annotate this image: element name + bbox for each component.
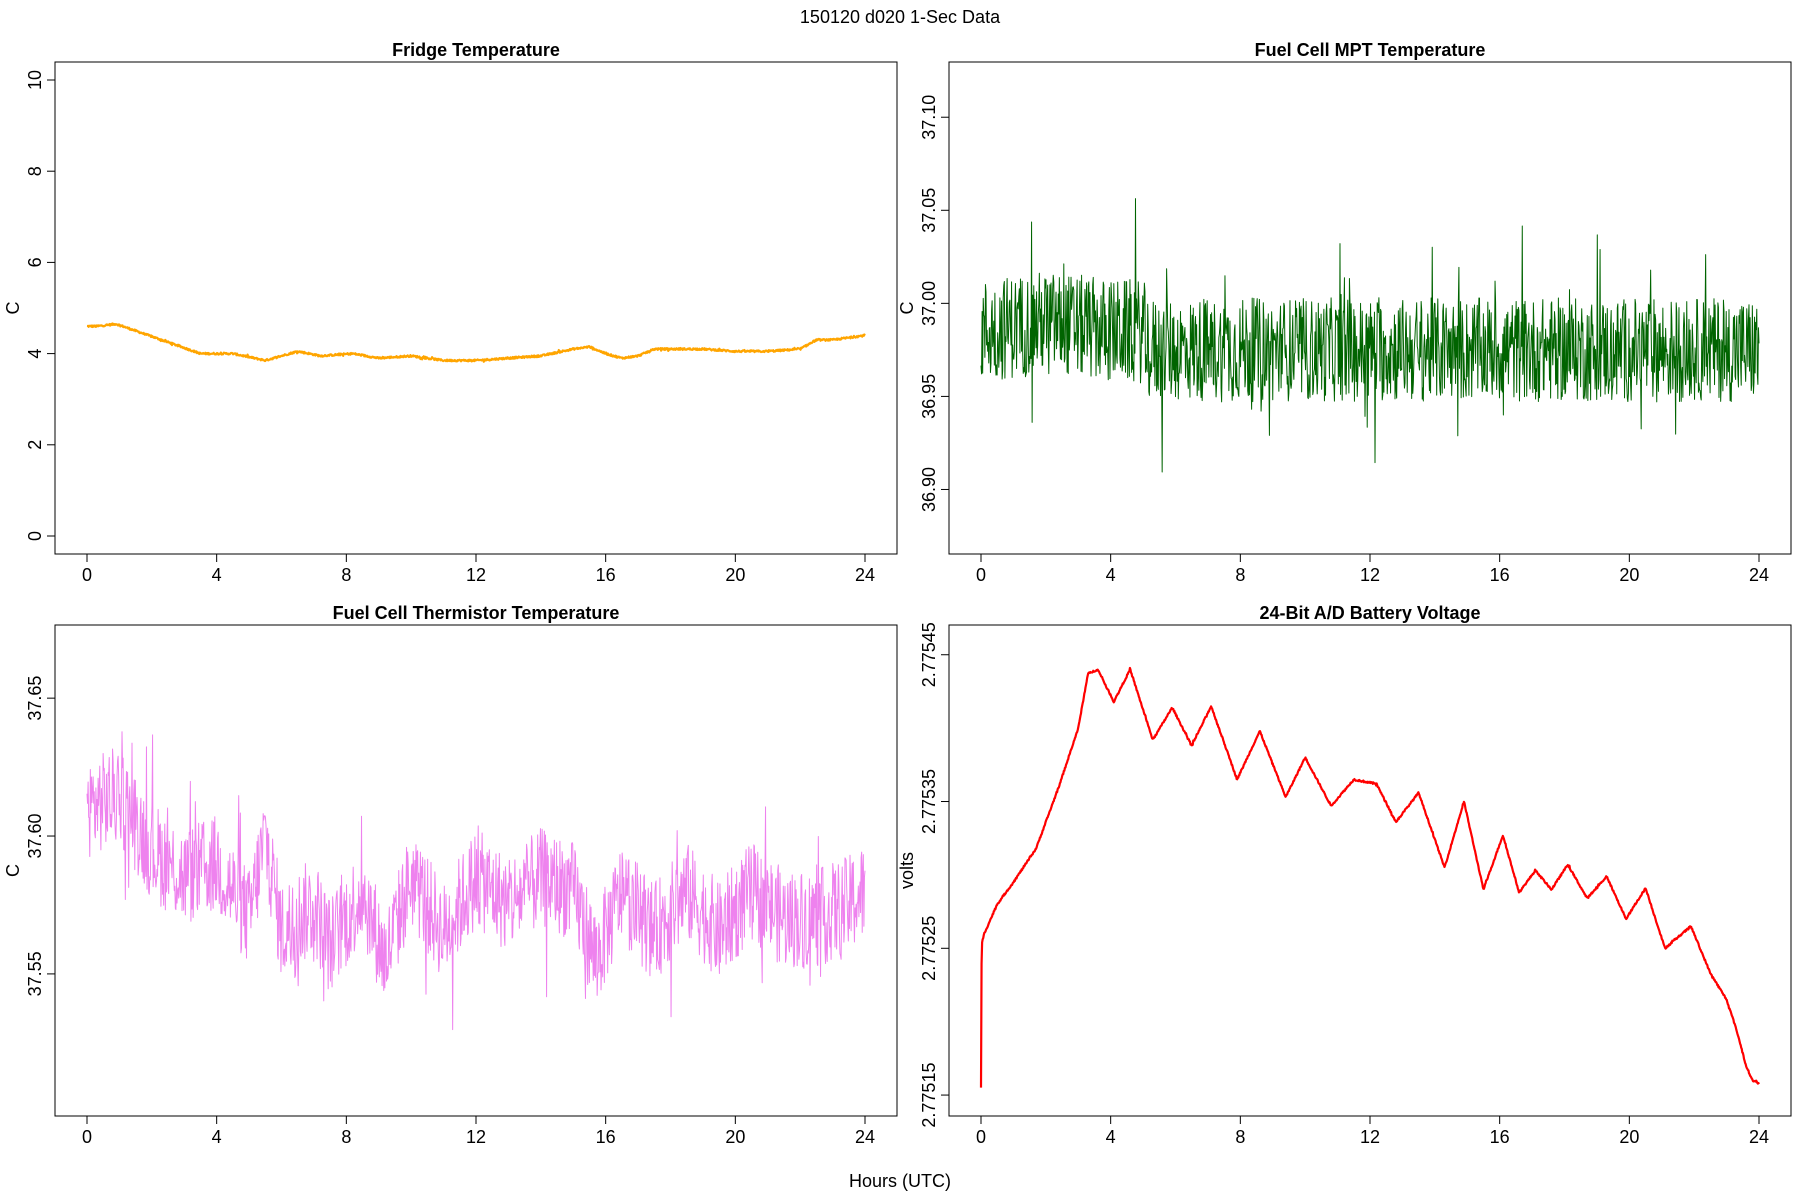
x-tick-label: 4 <box>1106 1127 1116 1147</box>
panel-title: Fuel Cell MPT Temperature <box>1255 40 1486 60</box>
x-tick-label: 12 <box>1360 565 1380 585</box>
x-tick-label: 8 <box>341 565 351 585</box>
x-tick-label: 0 <box>976 1127 986 1147</box>
x-tick-label: 8 <box>1235 1127 1245 1147</box>
plot-frame <box>948 624 1792 1117</box>
plot-frame <box>54 61 898 555</box>
figure-title: 150120 d020 1-Sec Data <box>800 7 1001 27</box>
x-tick-label: 4 <box>212 1127 222 1147</box>
x-tick-label: 8 <box>341 1127 351 1147</box>
y-tick-label: 4 <box>25 349 45 359</box>
y-tick-label: 0 <box>25 531 45 541</box>
x-tick-label: 16 <box>596 565 616 585</box>
panel-title: Fuel Cell Thermistor Temperature <box>333 603 620 623</box>
x-tick-label: 0 <box>82 1127 92 1147</box>
x-tick-label: 4 <box>1106 565 1116 585</box>
y-tick-label: 6 <box>25 257 45 267</box>
series-line <box>86 731 866 1031</box>
y-axis-label: C <box>3 864 23 877</box>
y-tick-label: 2.77515 <box>919 1063 939 1128</box>
x-tick-label: 20 <box>725 565 745 585</box>
panel-title: Fridge Temperature <box>392 40 560 60</box>
x-tick-label: 12 <box>466 1127 486 1147</box>
y-axis-label: C <box>3 302 23 315</box>
y-tick-label: 36.95 <box>919 374 939 419</box>
y-tick-label: 37.10 <box>919 95 939 140</box>
x-axis-label: Hours (UTC) <box>849 1171 951 1191</box>
x-tick-label: 4 <box>212 565 222 585</box>
y-tick-label: 2.77525 <box>919 916 939 981</box>
panel-title: 24-Bit A/D Battery Voltage <box>1259 603 1480 623</box>
x-tick-label: 20 <box>1619 1127 1639 1147</box>
panel-3: Fuel Cell Thermistor Temperature C 0 4 8 12 16… <box>3 603 898 1147</box>
y-tick-label: 10 <box>25 70 45 90</box>
series-line <box>979 666 1760 1088</box>
x-tick-label: 24 <box>1749 1127 1769 1147</box>
x-tick-label: 16 <box>1490 565 1510 585</box>
x-tick-label: 16 <box>1490 1127 1510 1147</box>
x-tick-label: 24 <box>855 565 875 585</box>
series-line <box>86 322 866 363</box>
y-tick-label: 37.65 <box>25 676 45 721</box>
x-tick-label: 20 <box>725 1127 745 1147</box>
x-tick-label: 12 <box>466 565 486 585</box>
panel-2: Fuel Cell MPT Temperature C 0 4 8 12 16 20 24 36.… <box>897 40 1792 585</box>
x-tick-label: 24 <box>855 1127 875 1147</box>
y-axis-label: C <box>897 302 917 315</box>
x-tick-label: 16 <box>596 1127 616 1147</box>
x-tick-label: 8 <box>1235 565 1245 585</box>
y-tick-label: 2.77535 <box>919 769 939 834</box>
x-tick-label: 0 <box>976 565 986 585</box>
y-tick-label: 36.90 <box>919 467 939 512</box>
x-tick-label: 20 <box>1619 565 1639 585</box>
x-tick-label: 0 <box>82 565 92 585</box>
panel-4: 24-Bit A/D Battery Voltage volts 0 4 8 12 16 20… <box>897 603 1792 1147</box>
y-tick-label: 2.77545 <box>919 622 939 687</box>
x-tick-label: 12 <box>1360 1127 1380 1147</box>
y-axis-label: volts <box>897 852 917 889</box>
y-tick-label: 8 <box>25 166 45 176</box>
y-tick-label: 37.55 <box>25 951 45 996</box>
y-tick-label: 37.00 <box>919 281 939 326</box>
y-tick-label: 2 <box>25 440 45 450</box>
series-line <box>980 198 1760 473</box>
y-tick-label: 37.05 <box>919 188 939 233</box>
x-tick-label: 24 <box>1749 565 1769 585</box>
y-tick-label: 37.60 <box>25 814 45 859</box>
